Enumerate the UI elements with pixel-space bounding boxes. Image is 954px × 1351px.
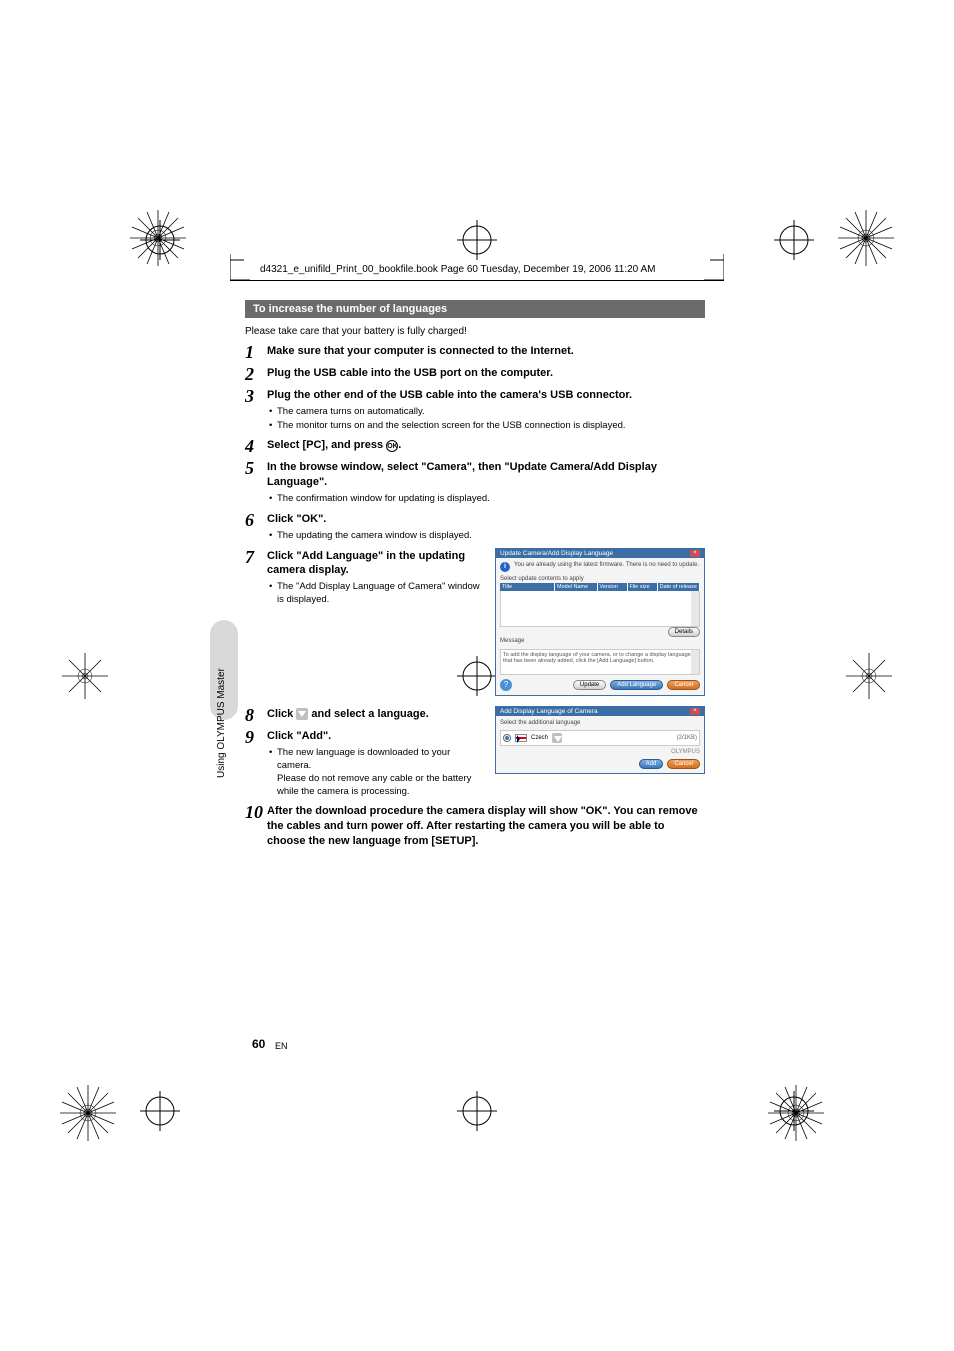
step-number: 7 <box>245 548 267 608</box>
step-title: Plug the other end of the USB cable into… <box>267 388 705 403</box>
crop-mark-icon <box>457 1091 497 1131</box>
close-icon[interactable]: × <box>690 550 700 557</box>
sunburst-icon <box>60 651 110 701</box>
step-5: 5 In the browse window, select "Camera",… <box>245 459 705 507</box>
page-number: 60 <box>252 1037 265 1051</box>
step-title: Make sure that your computer is connecte… <box>267 344 705 359</box>
dialog-title: Update Camera/Add Display Language <box>500 550 613 557</box>
language-option[interactable]: Czech (2/1KB) <box>500 730 700 746</box>
step-bullet: The "Add Display Language of Camera" win… <box>267 581 485 607</box>
step-number: 5 <box>245 459 267 507</box>
step-title: Click "OK". <box>267 512 705 527</box>
flag-icon <box>515 734 527 742</box>
step-4: 4 Select [PC], and press OK. <box>245 437 705 455</box>
step-3: 3 Plug the other end of the USB cable in… <box>245 387 705 433</box>
step-title: After the download procedure the camera … <box>267 804 705 849</box>
step-bullet: The monitor turns on and the selection s… <box>267 420 705 433</box>
message-box: To add the display language of your came… <box>500 649 700 675</box>
sunburst-icon <box>836 208 896 268</box>
page-language: EN <box>275 1041 288 1051</box>
select-label: Select update contents to apply <box>500 576 700 583</box>
sunburst-icon <box>128 208 188 268</box>
ok-button-icon: OK <box>386 440 398 452</box>
dropdown-icon <box>296 708 308 720</box>
step-number: 1 <box>245 343 267 361</box>
step-number: 9 <box>245 728 267 799</box>
step-title: Click and select a language. <box>267 707 485 722</box>
step-title: Click "Add". <box>267 729 485 744</box>
sunburst-icon <box>58 1083 118 1143</box>
brand-label: OLYMPUS <box>500 749 700 755</box>
header-rule <box>230 280 724 281</box>
table-header: Title Model Name Version File size Date … <box>500 583 700 591</box>
dialog-prompt: Select the additional language <box>500 720 700 727</box>
close-icon[interactable]: × <box>690 708 700 715</box>
step-number: 8 <box>245 706 267 724</box>
side-tab-label: Using OLYMPUS Master <box>216 668 227 778</box>
dialog-title: Add Display Language of Camera <box>500 708 598 715</box>
step-7: 7 Click "Add Language" in the updating c… <box>245 548 485 608</box>
step-title: Click "Add Language" in the updating cam… <box>267 549 485 579</box>
file-size: (2/1KB) <box>677 735 697 741</box>
language-name: Czech <box>531 735 548 741</box>
step-bullet: The confirmation window for updating is … <box>267 493 705 506</box>
step-title: Plug the USB cable into the USB port on … <box>267 366 705 381</box>
running-header: d4321_e_unifild_Print_00_bookfile.book P… <box>260 264 655 275</box>
radio-icon[interactable] <box>503 734 511 742</box>
step-number: 3 <box>245 387 267 433</box>
cancel-button[interactable]: Cancel <box>667 680 700 690</box>
step-bullet: The updating the camera window is displa… <box>267 530 705 543</box>
step-note: Please do not remove any cable or the ba… <box>267 773 485 799</box>
info-icon: i <box>500 562 510 572</box>
step-number: 4 <box>245 437 267 455</box>
sunburst-icon <box>766 1083 826 1143</box>
step-bullet: The camera turns on automatically. <box>267 406 705 419</box>
step-8: 8 Click and select a language. <box>245 706 485 724</box>
step-title: Select [PC], and press OK. <box>267 438 705 453</box>
step-number: 6 <box>245 511 267 544</box>
scrollbar[interactable] <box>691 591 699 626</box>
update-dialog: Update Camera/Add Display Language × i Y… <box>495 548 705 696</box>
sunburst-icon <box>844 651 894 701</box>
crop-mark-icon <box>457 220 497 260</box>
bracket-icon <box>230 254 250 284</box>
dialog-info: You are already using the latest firmwar… <box>514 562 699 569</box>
crop-mark-icon <box>140 1091 180 1131</box>
scrollbar[interactable] <box>691 650 699 674</box>
step-1: 1 Make sure that your computer is connec… <box>245 343 705 361</box>
step-number: 2 <box>245 365 267 383</box>
add-language-button[interactable]: Add Language <box>610 680 663 690</box>
dropdown-icon[interactable] <box>552 733 562 743</box>
section-title: To increase the number of languages <box>245 300 705 318</box>
side-tab: Using OLYMPUS Master <box>210 620 240 785</box>
help-icon[interactable]: ? <box>500 679 512 691</box>
step-9: 9 Click "Add". The new language is downl… <box>245 728 485 799</box>
step-2: 2 Plug the USB cable into the USB port o… <box>245 365 705 383</box>
step-title: In the browse window, select "Camera", t… <box>267 460 705 490</box>
crop-mark-icon <box>774 220 814 260</box>
step-number: 10 <box>245 803 267 849</box>
table-body <box>500 591 700 627</box>
message-label: Message <box>500 638 700 645</box>
step-bullet: The new language is downloaded to your c… <box>267 747 485 773</box>
step-6: 6 Click "OK". The updating the camera wi… <box>245 511 705 544</box>
bracket-icon <box>704 254 724 284</box>
intro-text: Please take care that your battery is fu… <box>245 326 705 337</box>
update-button[interactable]: Update <box>573 680 606 690</box>
step-10: 10 After the download procedure the came… <box>245 803 705 849</box>
add-language-dialog: Add Display Language of Camera × Select … <box>495 706 705 774</box>
add-button[interactable]: Add <box>639 759 664 769</box>
cancel-button[interactable]: Cancel <box>667 759 700 769</box>
details-button[interactable]: Details <box>668 627 700 637</box>
